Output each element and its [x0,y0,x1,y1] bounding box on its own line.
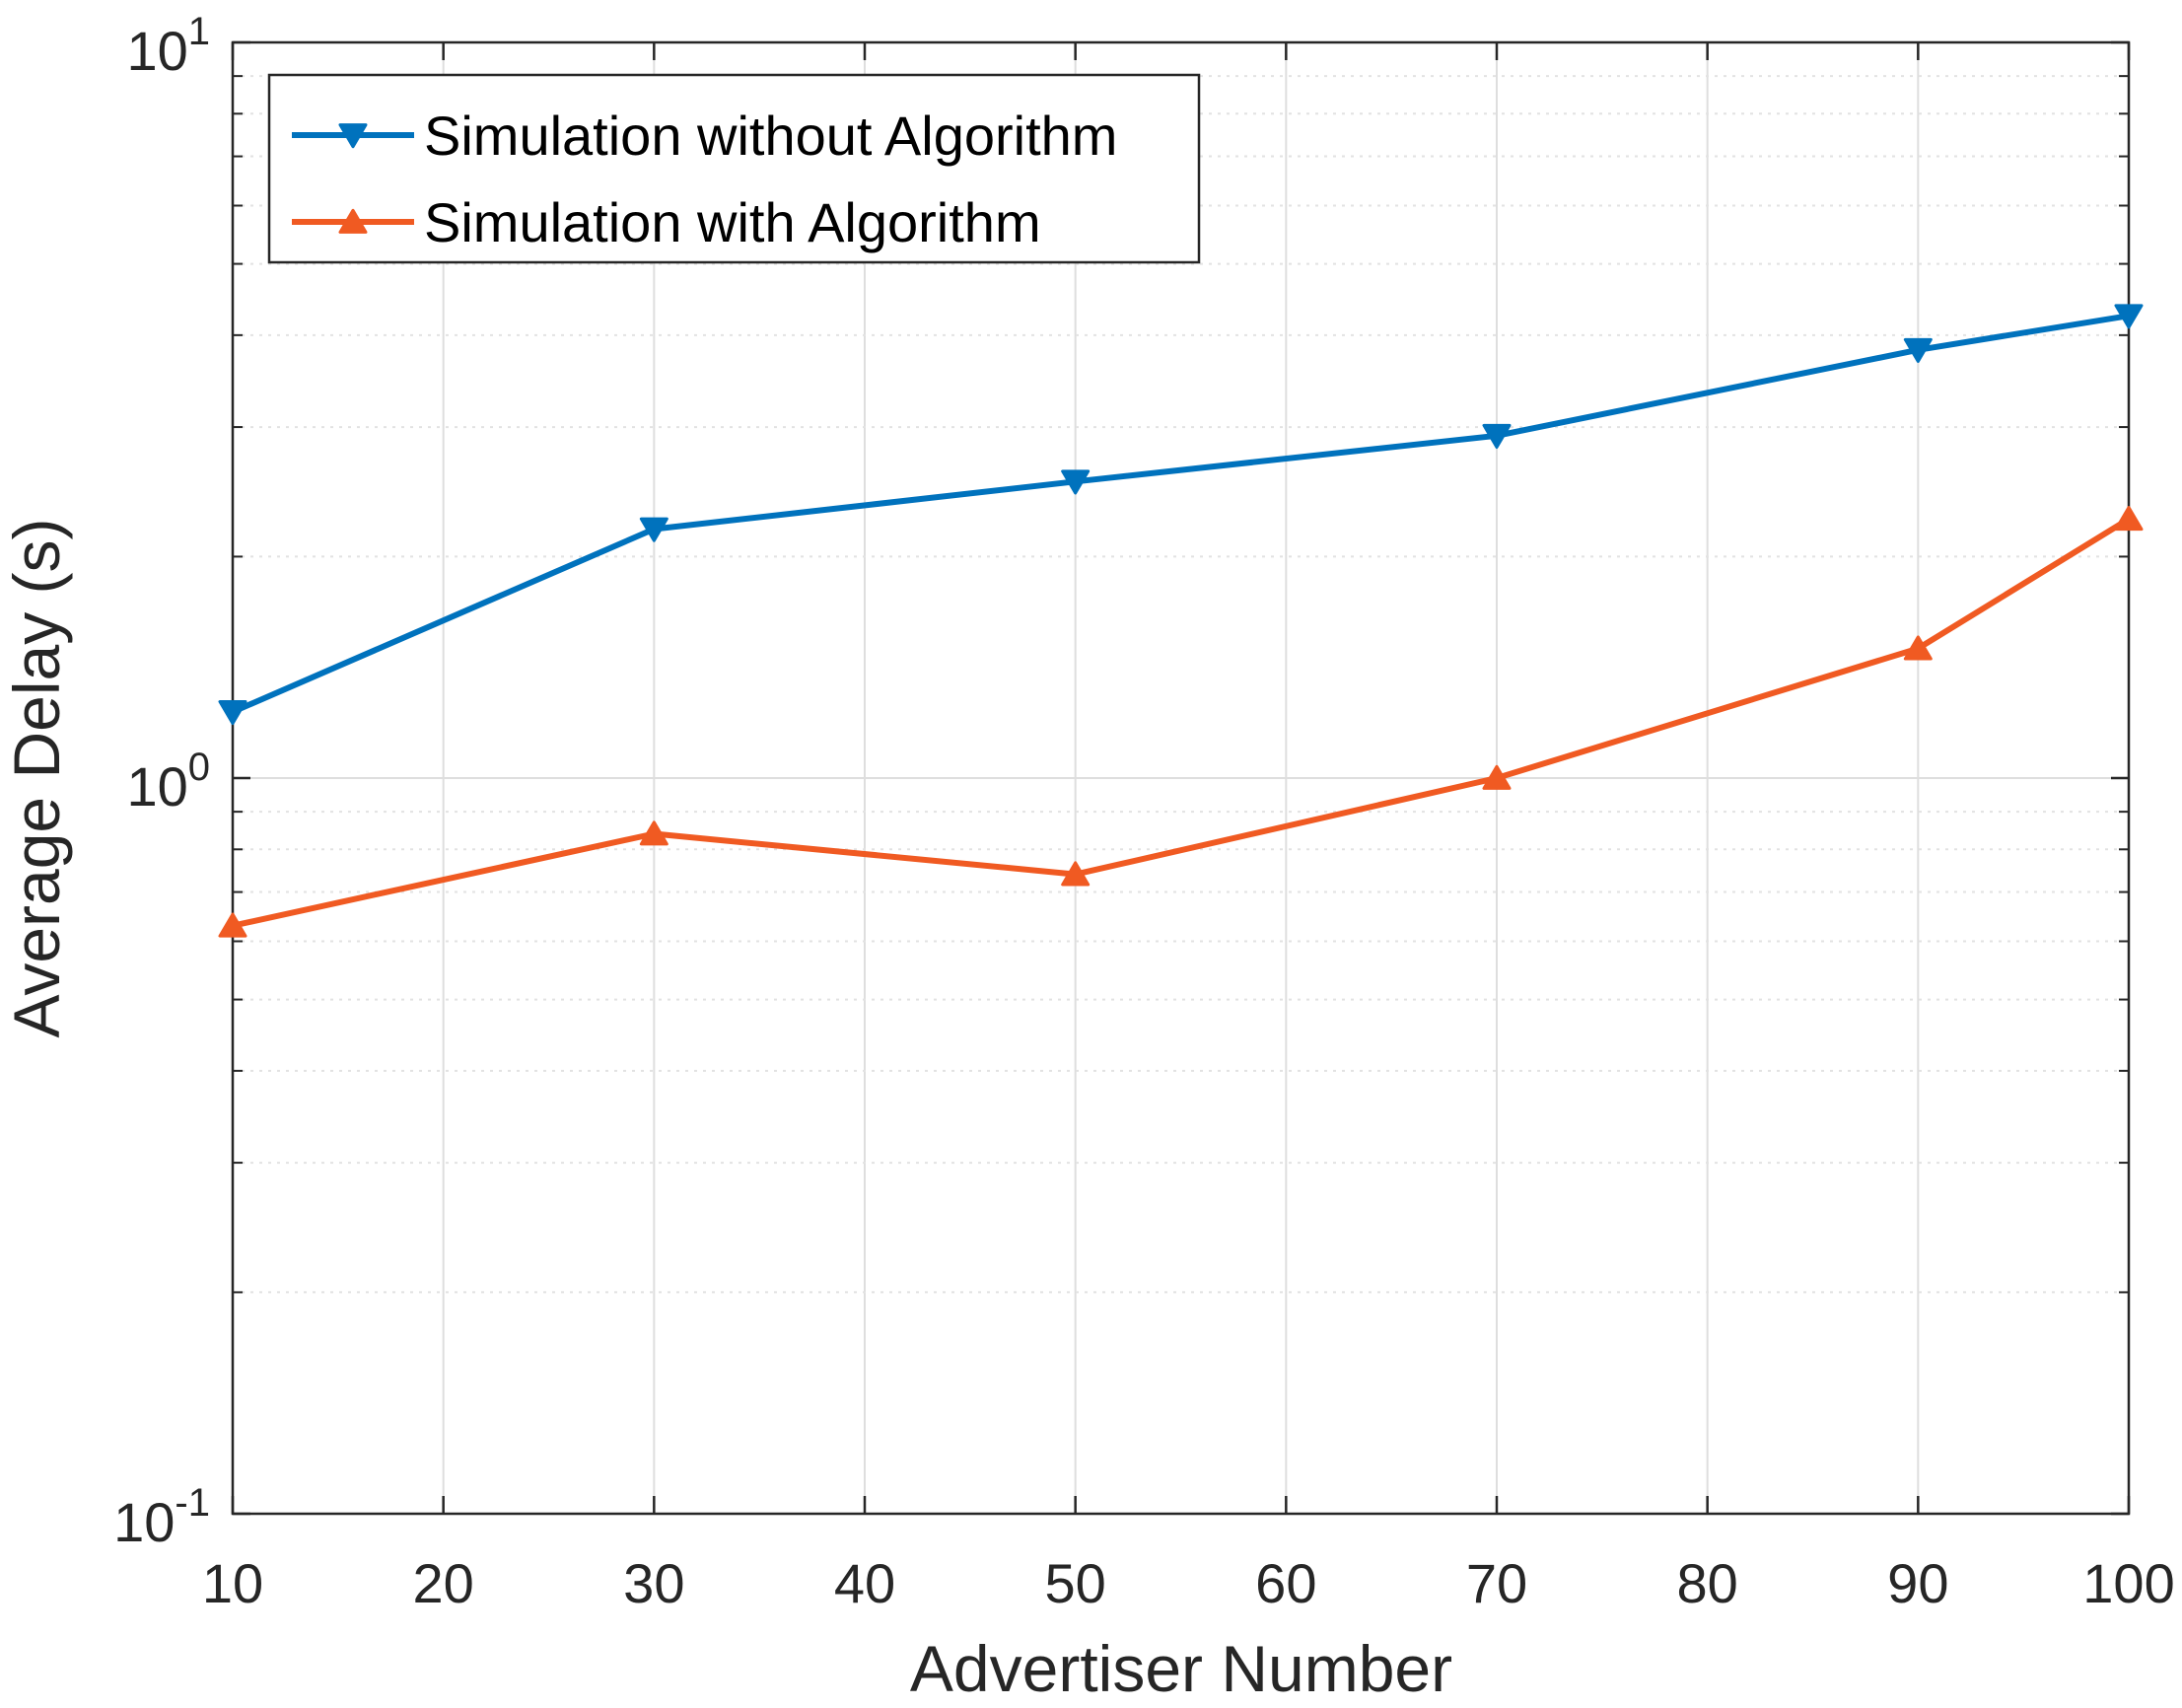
legend-box [267,73,1201,264]
axes [231,40,2131,1516]
series-2 [218,506,2144,938]
series-line [232,516,2131,929]
x-tick-label: 20 [413,1552,474,1614]
series-line [231,313,2130,715]
data-point [1061,469,1091,495]
data-point [218,700,247,726]
legend-label: Simulation with Algorithm [424,191,1041,253]
legend-label: Simulation without Algorithm [424,105,1117,167]
data-point [639,820,669,846]
legend-swatch-marker [338,123,368,149]
x-tick-label: 80 [1677,1552,1738,1614]
x-tick-label: 60 [1255,1552,1316,1614]
data-point [1482,764,1512,790]
grid [233,42,2129,1514]
x-tick-label: 50 [1045,1552,1106,1614]
x-tick-label: 40 [834,1552,895,1614]
x-tick-label: 10 [202,1552,263,1614]
legend: Simulation without Algorithm Simulation w… [267,73,1201,264]
series [218,304,2144,938]
data-point [639,517,669,542]
data-point [1482,423,1512,450]
x-tick-label: 90 [1887,1552,1948,1614]
data-point [2114,304,2144,329]
tick-labels: 10 20 30 40 50 60 70 80 90 100 10-1 100 101 [113,10,2175,1614]
data-point [218,912,247,938]
data-point [1903,635,1933,661]
y-axis-title: Average Delay (s) [0,518,73,1037]
y-tick-label: 101 [126,10,210,82]
x-axis-title: Advertiser Number [910,1632,1452,1705]
x-tick-label: 30 [623,1552,684,1614]
data-point [1061,861,1091,887]
y-tick-label: 10-1 [113,1481,210,1553]
x-tick-label: 100 [2082,1552,2174,1614]
data-point [2114,506,2144,532]
y-tick-label: 100 [126,746,210,818]
data-point [1903,337,1933,363]
legend-swatch-marker [338,208,368,234]
series-1 [218,304,2144,726]
x-tick-label: 70 [1466,1552,1527,1614]
